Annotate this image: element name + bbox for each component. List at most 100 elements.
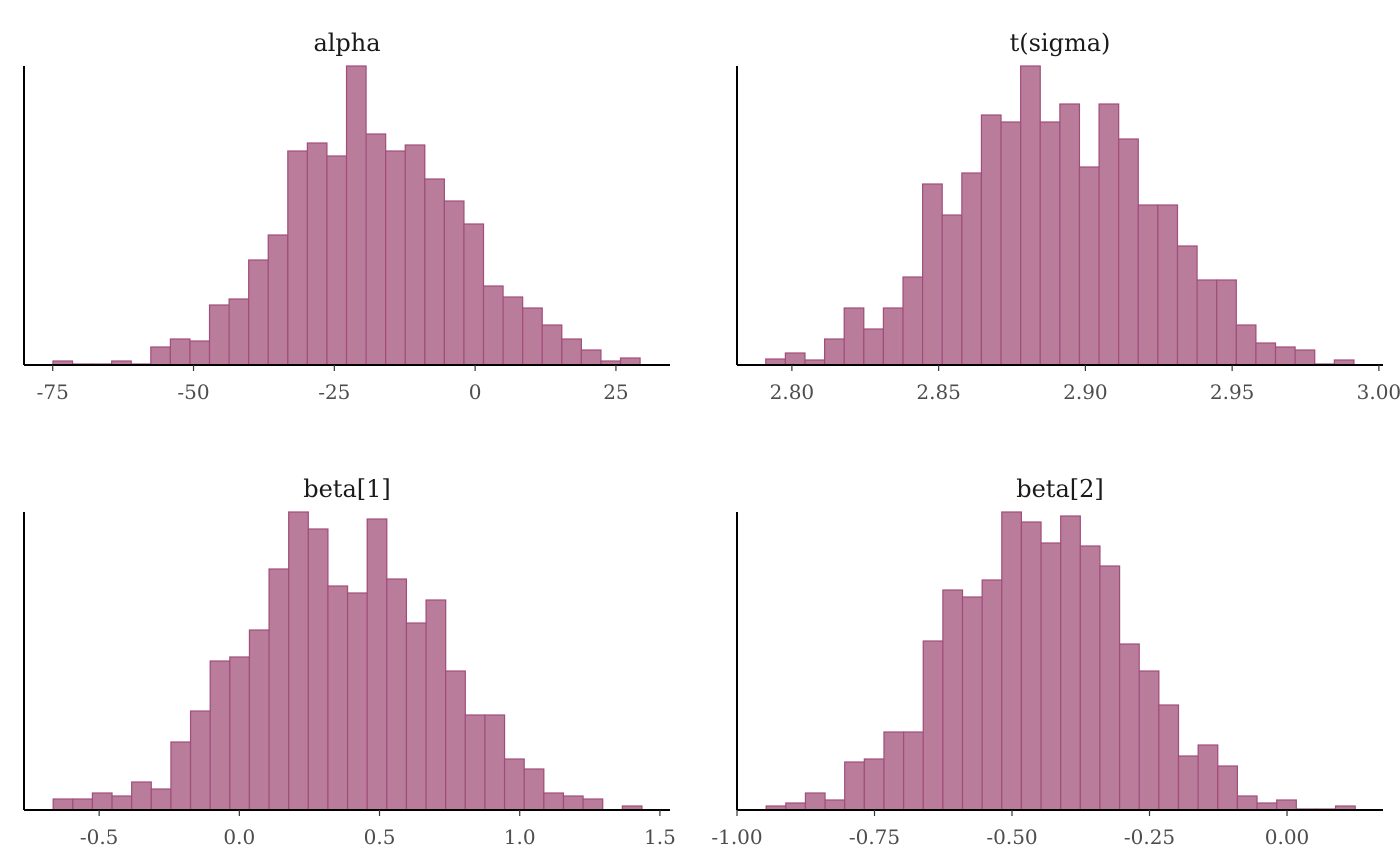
histogram-bar bbox=[844, 761, 865, 811]
histogram-bar bbox=[883, 731, 905, 811]
histogram-bar bbox=[248, 629, 270, 811]
histogram-bar bbox=[1118, 643, 1140, 811]
histogram-bar bbox=[1039, 121, 1061, 366]
histogram-bar bbox=[882, 307, 904, 366]
histogram-bar bbox=[404, 144, 426, 366]
x-tick-label: 25 bbox=[603, 380, 628, 404]
histogram-bar bbox=[981, 579, 1003, 811]
panel-title: beta[2] bbox=[1016, 475, 1104, 503]
histogram-bar bbox=[824, 799, 846, 811]
histogram-bar bbox=[1158, 704, 1180, 811]
histogram-bar bbox=[1060, 515, 1081, 811]
histogram-bar bbox=[1000, 121, 1022, 366]
histogram-bar bbox=[306, 142, 328, 366]
histogram-bar bbox=[619, 357, 641, 366]
histogram-bar bbox=[443, 200, 465, 366]
histogram-bar bbox=[1079, 545, 1101, 811]
panel-beta-1: -0.5 0.0 0.5 1.0 1.5 beta[1] bbox=[23, 475, 676, 849]
histogram-bar bbox=[902, 276, 924, 366]
histogram-bar bbox=[1137, 204, 1159, 366]
histogram-bar bbox=[345, 65, 367, 366]
x-tick-label: 2.80 bbox=[770, 380, 815, 404]
panel-beta-2: -1.00 -0.75 -0.50 -0.25 0.00 beta[2] bbox=[711, 475, 1383, 849]
histogram-bar bbox=[287, 150, 308, 366]
histogram-bar bbox=[327, 585, 349, 811]
histogram-bar bbox=[1177, 755, 1199, 811]
histogram-bar bbox=[1059, 103, 1081, 366]
histogram-bar bbox=[91, 792, 113, 811]
histogram-bar bbox=[169, 338, 191, 366]
histogram-bar bbox=[248, 259, 269, 366]
x-tick-label: 0.0 bbox=[223, 825, 255, 849]
histogram-bar bbox=[1196, 279, 1218, 366]
histogram-bar bbox=[229, 656, 251, 811]
histogram-bar bbox=[1236, 795, 1258, 811]
histogram-bar bbox=[228, 298, 250, 366]
x-tick-label: 2.95 bbox=[1210, 380, 1255, 404]
x-tick-label: -75 bbox=[37, 380, 69, 404]
histogram-bar bbox=[131, 781, 152, 811]
x-tick-label: 3.00 bbox=[1357, 380, 1400, 404]
histogram-bar bbox=[942, 589, 964, 811]
histogram-bar bbox=[941, 214, 963, 366]
histogram-bar bbox=[464, 714, 486, 811]
histogram-bar bbox=[503, 758, 525, 811]
histogram-bar bbox=[1217, 765, 1239, 811]
histogram-bar bbox=[424, 178, 445, 366]
histogram-bar bbox=[1157, 204, 1179, 366]
histogram-bar bbox=[1274, 346, 1296, 366]
histogram-bar bbox=[170, 741, 192, 811]
histogram-bar bbox=[784, 352, 806, 366]
x-tick-label: -0.50 bbox=[986, 825, 1037, 849]
histogram-bar bbox=[111, 795, 133, 811]
histogram-bar bbox=[307, 528, 329, 811]
x-tick-label: -1.00 bbox=[711, 825, 762, 849]
histogram-bar bbox=[1118, 138, 1139, 366]
histogram-bar bbox=[267, 234, 289, 366]
panel-title: t(sigma) bbox=[1010, 29, 1111, 57]
histogram-bar bbox=[961, 172, 983, 366]
panel-alpha: -75 -50 -25 0 25 alpha bbox=[23, 29, 670, 404]
histogram-bar bbox=[582, 798, 604, 811]
x-tick-label: 0.00 bbox=[1265, 825, 1310, 849]
histogram-bar bbox=[482, 285, 504, 366]
histogram-bar bbox=[189, 710, 211, 811]
histogram-bar bbox=[1216, 279, 1237, 366]
histogram-bar bbox=[1020, 521, 1042, 811]
histogram-bar bbox=[365, 133, 387, 366]
histogram-bar bbox=[1099, 565, 1121, 811]
histogram-bar bbox=[1235, 324, 1257, 366]
histogram-bar bbox=[561, 338, 582, 366]
histogram-bar bbox=[961, 596, 983, 811]
histogram-bar bbox=[326, 155, 348, 366]
histogram-bar bbox=[1078, 166, 1100, 366]
histogram-bar bbox=[72, 798, 94, 811]
histogram-bar bbox=[1001, 511, 1023, 811]
histogram-bar bbox=[52, 798, 74, 811]
histogram-bar bbox=[208, 304, 230, 366]
x-tick-label: 2.85 bbox=[916, 380, 961, 404]
histogram-bar bbox=[804, 792, 826, 811]
histogram-bar bbox=[1276, 799, 1297, 811]
histogram-bar bbox=[405, 622, 427, 811]
histogram-bar bbox=[823, 338, 845, 366]
histogram-bar bbox=[543, 792, 565, 811]
panel-t-sigma: 2.80 2.85 2.90 2.95 3.00 t(sigma) bbox=[736, 29, 1400, 404]
histogram-bar bbox=[562, 795, 584, 811]
histogram-bar bbox=[903, 731, 924, 811]
histogram-bar bbox=[785, 802, 807, 811]
histogram-bar bbox=[189, 340, 211, 366]
histogram-bar bbox=[522, 307, 543, 366]
histogram-bar bbox=[1040, 542, 1062, 811]
x-tick-label: 2.90 bbox=[1063, 380, 1108, 404]
histogram-bar bbox=[922, 183, 943, 366]
histogram-bar bbox=[922, 640, 944, 811]
histogram-bar bbox=[1176, 245, 1198, 366]
histogram-bar bbox=[484, 714, 506, 811]
x-tick-label: -0.75 bbox=[849, 825, 900, 849]
histogram-bar bbox=[1256, 802, 1278, 811]
histogram-bar bbox=[386, 578, 408, 811]
histogram-bar bbox=[445, 670, 466, 811]
histogram-bar bbox=[1138, 670, 1160, 811]
